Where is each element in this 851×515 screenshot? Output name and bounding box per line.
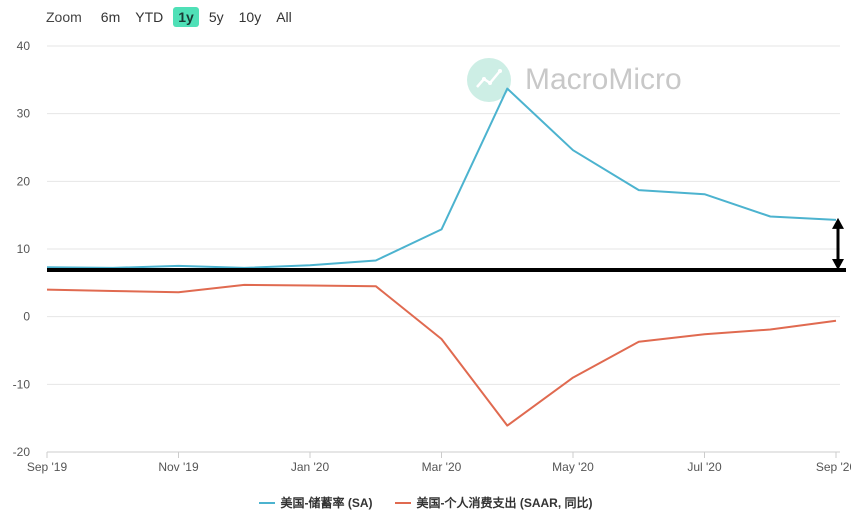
x-tick-label: Nov '19 [158, 460, 199, 474]
arrow-head-bottom [832, 258, 844, 270]
zoom-all-button[interactable]: All [276, 9, 292, 25]
legend-swatch-pce [394, 501, 411, 504]
grid-layer [47, 45, 840, 453]
zoom-1y-button[interactable]: 1y [173, 7, 199, 27]
legend-item-pce[interactable]: 美国-个人消费支出 (SAAR, 同比) [394, 494, 593, 511]
annotation-layer [47, 217, 846, 272]
y-tick-label: 0 [23, 310, 30, 324]
zoom-6m-button[interactable]: 6m [100, 9, 121, 25]
y-tick-label: 30 [17, 107, 31, 121]
x-tick-label: Sep '20 [816, 460, 851, 474]
legend-label-pce: 美国-个人消费支出 (SAAR, 同比) [416, 496, 593, 510]
zoom-ytd-button[interactable]: YTD [135, 9, 164, 25]
saving-rate-line [46, 87, 837, 269]
macromicro-watermark: MacroMicro [467, 58, 682, 102]
zoom-10y-button[interactable]: 10y [238, 9, 262, 25]
x-tick-label: Jan '20 [291, 460, 330, 474]
x-tick-label: Jul '20 [687, 460, 722, 474]
y-tick-label: 10 [17, 242, 31, 256]
y-tick-label: 40 [17, 39, 31, 53]
y-tick-label: 20 [17, 174, 31, 188]
pce-line [46, 283, 837, 427]
legend-label-saving-rate: 美国-储蓄率 (SA) [280, 496, 373, 510]
legend-item-saving-rate[interactable]: 美国-储蓄率 (SA) [258, 494, 373, 511]
x-tick-label: May '20 [552, 460, 594, 474]
zoom-bar: Zoom 6m YTD 1y 5y 10y All [46, 7, 302, 27]
x-tick-label: Sep '19 [27, 460, 68, 474]
y-tick-label: -10 [13, 377, 31, 391]
arrow-head-top [832, 217, 844, 229]
x-tick-label: Mar '20 [422, 460, 462, 474]
series-layer [46, 87, 837, 427]
legend: 美国-储蓄率 (SA) 美国-个人消费支出 (SAAR, 同比) [0, 494, 851, 511]
zoom-label: Zoom [46, 9, 82, 25]
zoom-5y-button[interactable]: 5y [208, 9, 224, 25]
watermark-text: MacroMicro [525, 63, 682, 96]
y-tick-label: -20 [13, 445, 31, 459]
legend-swatch-saving-rate [258, 501, 275, 504]
